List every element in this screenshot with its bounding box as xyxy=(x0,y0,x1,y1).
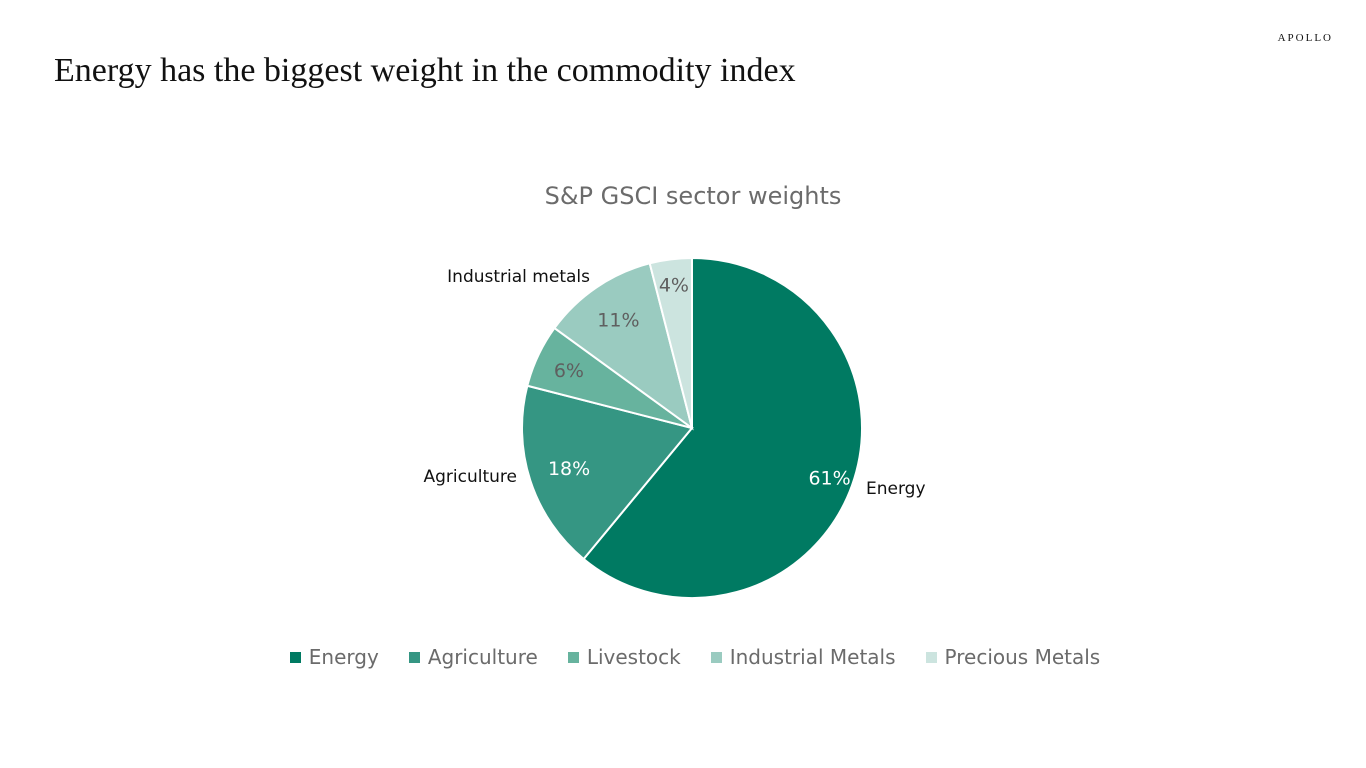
legend-item-precious-metals: Precious Metals xyxy=(925,645,1101,669)
data-label-precious-metals: 4% xyxy=(659,275,689,297)
pie-slice-precious-metals xyxy=(648,256,693,429)
legend-item-livestock: Livestock xyxy=(567,645,681,669)
category-label-energy: Energy xyxy=(866,479,926,499)
legend-label-precious-metals: Precious Metals xyxy=(944,645,1101,669)
legend-swatch-agriculture xyxy=(408,651,420,663)
data-label-agriculture: 18% xyxy=(548,458,590,480)
legend-swatch-energy xyxy=(289,651,301,663)
category-label-agriculture: Agriculture xyxy=(424,467,518,487)
legend-label-livestock: Livestock xyxy=(586,645,681,669)
legend-item-energy: Energy xyxy=(289,645,379,669)
pie-slice-agriculture xyxy=(520,384,694,561)
legend-item-industrial-metals: Industrial Metals xyxy=(710,645,896,669)
legend-swatch-industrial-metals xyxy=(710,651,722,663)
chart-title: S&P GSCI sector weights xyxy=(544,182,842,210)
legend-label-industrial-metals: Industrial Metals xyxy=(729,645,896,669)
legend-swatch-livestock xyxy=(567,651,579,663)
data-label-industrial-metals: 11% xyxy=(597,310,639,332)
legend-label-agriculture: Agriculture xyxy=(427,645,538,669)
legend-swatch-precious-metals xyxy=(925,651,937,663)
category-label-industrial-metals: Industrial metals xyxy=(447,267,590,287)
legend-item-agriculture: Agriculture xyxy=(408,645,538,669)
brand-logo: APOLLO xyxy=(1277,32,1333,44)
pie-slice-industrial-metals xyxy=(553,262,694,431)
data-label-energy: 61% xyxy=(808,468,850,490)
chart-legend: Energy Agriculture Livestock Industrial … xyxy=(12,645,1366,669)
legend-label-energy: Energy xyxy=(308,645,379,669)
data-label-livestock: 6% xyxy=(554,360,584,382)
page-title: Energy has the biggest weight in the com… xyxy=(54,52,796,89)
pie-slice-energy xyxy=(582,256,863,599)
